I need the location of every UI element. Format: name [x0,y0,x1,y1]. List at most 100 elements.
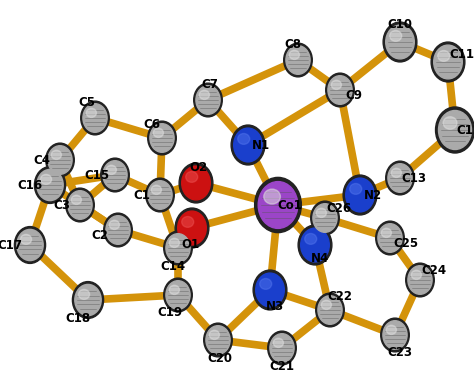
Ellipse shape [253,270,287,310]
Ellipse shape [438,110,472,149]
Ellipse shape [20,235,32,244]
Ellipse shape [313,204,337,232]
Ellipse shape [436,107,474,153]
Ellipse shape [150,124,174,152]
Text: C25: C25 [393,237,419,249]
Text: C7: C7 [201,77,219,91]
Ellipse shape [73,282,104,319]
Ellipse shape [169,238,180,247]
Text: C4: C4 [34,154,51,166]
Ellipse shape [81,101,109,135]
Ellipse shape [438,51,450,61]
Text: C20: C20 [208,352,233,364]
Text: C13: C13 [401,172,427,184]
Text: Co1: Co1 [278,198,302,212]
Ellipse shape [66,188,94,222]
Ellipse shape [289,50,300,60]
Text: C23: C23 [388,347,412,359]
Text: C26: C26 [327,202,352,214]
Ellipse shape [270,334,294,362]
Ellipse shape [166,234,190,262]
Ellipse shape [148,181,172,209]
Text: C5: C5 [79,96,95,109]
Ellipse shape [350,184,362,194]
Ellipse shape [75,284,101,315]
Ellipse shape [48,146,72,174]
Ellipse shape [386,325,396,335]
Text: C10: C10 [388,18,412,30]
Text: C15: C15 [84,168,109,182]
Ellipse shape [326,73,354,107]
Ellipse shape [199,90,210,100]
Ellipse shape [37,169,63,201]
Ellipse shape [390,30,402,41]
Ellipse shape [321,300,331,309]
Ellipse shape [408,266,432,294]
Ellipse shape [273,338,283,347]
Ellipse shape [381,228,392,237]
Ellipse shape [388,164,412,192]
Ellipse shape [268,331,296,365]
Ellipse shape [194,83,222,117]
Ellipse shape [186,172,198,182]
Text: C2: C2 [91,228,109,242]
Ellipse shape [35,166,65,203]
Text: C9: C9 [346,89,363,102]
Ellipse shape [51,150,62,159]
Text: N2: N2 [364,189,382,202]
Text: C19: C19 [157,307,182,319]
Ellipse shape [234,128,262,162]
Text: N4: N4 [311,252,329,266]
Text: C3: C3 [54,198,71,212]
Ellipse shape [146,178,174,212]
Ellipse shape [164,278,192,312]
Text: C21: C21 [270,359,294,373]
Ellipse shape [153,128,164,137]
Ellipse shape [411,270,421,279]
Ellipse shape [86,108,96,117]
Ellipse shape [237,133,250,144]
Text: C6: C6 [144,117,161,130]
Ellipse shape [383,321,407,349]
Ellipse shape [301,228,329,262]
Ellipse shape [83,104,107,132]
Ellipse shape [182,217,194,227]
Ellipse shape [258,182,298,228]
Ellipse shape [196,86,220,114]
Ellipse shape [316,293,344,327]
Ellipse shape [106,165,117,174]
Ellipse shape [386,25,414,59]
Text: C18: C18 [65,312,91,324]
Ellipse shape [406,263,434,297]
Ellipse shape [71,195,82,205]
Ellipse shape [255,273,284,307]
Ellipse shape [206,326,230,354]
Ellipse shape [148,121,176,155]
Ellipse shape [392,168,401,177]
Ellipse shape [175,208,209,248]
Ellipse shape [151,185,162,194]
Text: C1: C1 [134,189,150,202]
Ellipse shape [431,42,465,82]
Ellipse shape [106,216,130,244]
Ellipse shape [305,233,317,244]
Text: O1: O1 [181,238,199,251]
Text: O2: O2 [189,161,207,173]
Ellipse shape [17,230,43,261]
Ellipse shape [169,285,180,294]
Ellipse shape [443,117,457,129]
Ellipse shape [376,221,404,255]
Ellipse shape [204,323,232,357]
Ellipse shape [255,177,301,233]
Ellipse shape [182,166,210,200]
Text: C22: C22 [328,289,353,303]
Ellipse shape [179,163,213,203]
Ellipse shape [210,330,219,340]
Ellipse shape [286,46,310,74]
Text: C12: C12 [456,123,474,137]
Ellipse shape [164,231,192,265]
Ellipse shape [298,225,332,265]
Ellipse shape [434,45,462,79]
Ellipse shape [104,213,132,247]
Ellipse shape [231,125,265,165]
